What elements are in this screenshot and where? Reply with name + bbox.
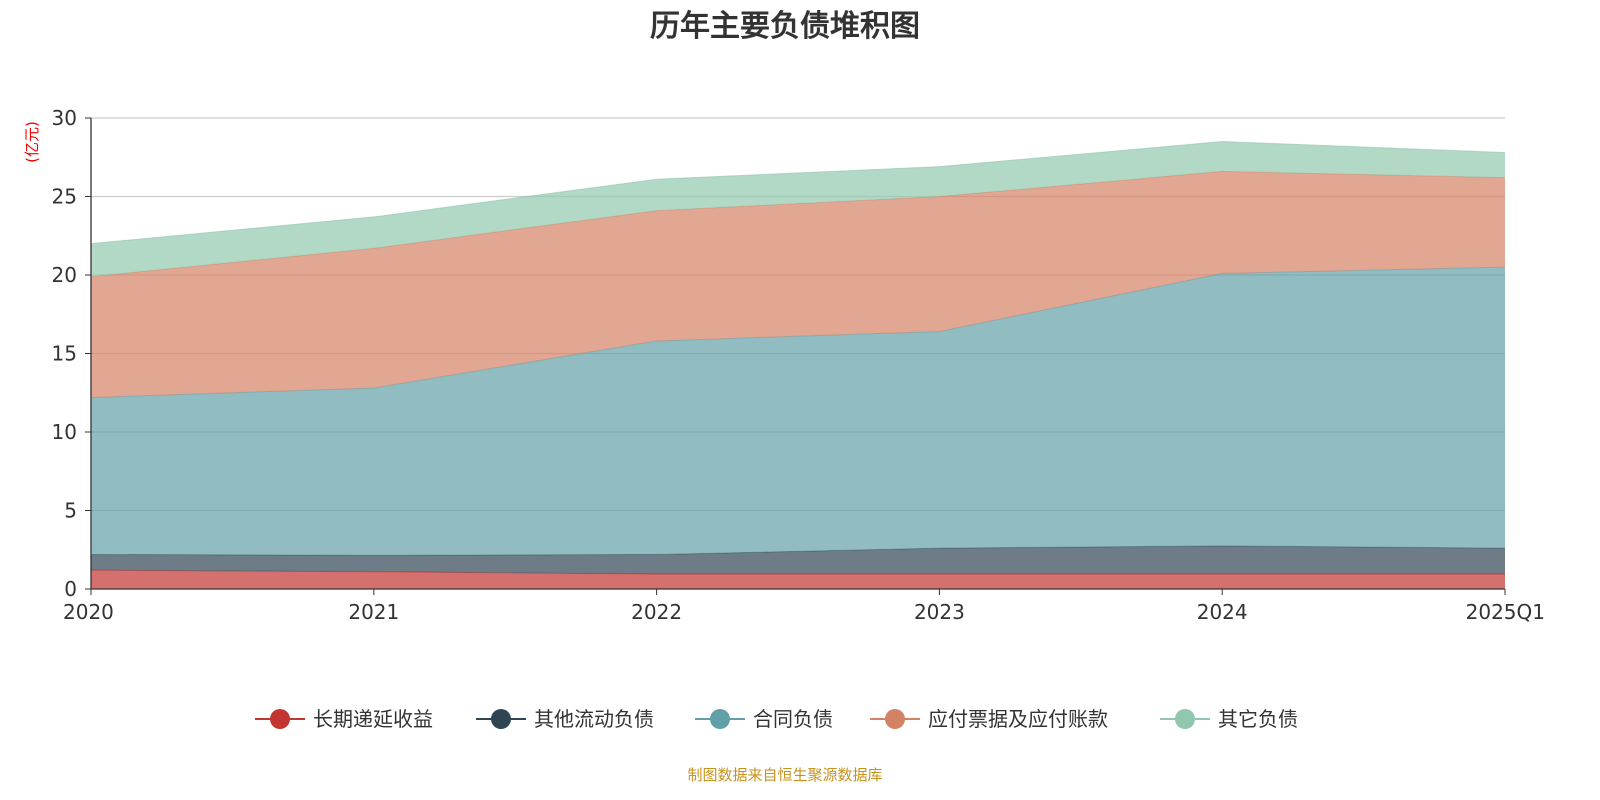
area-series-2 [91,267,1505,556]
legend-marker-icon [885,709,905,729]
x-tick-label: 2022 [631,600,682,624]
legend-marker-icon [491,709,511,729]
y-tick-label: 25 [52,185,77,209]
y-tick-label: 15 [52,342,77,366]
x-tick-label: 2020 [63,600,114,624]
legend-marker-icon [1175,709,1195,729]
legend-label: 其它负债 [1218,707,1298,731]
x-tick-label: 2021 [348,600,399,624]
area-series-0 [91,570,1505,589]
legend-item-3[interactable]: 应付票据及应付账款 [870,707,1108,731]
y-tick-label: 0 [64,577,77,601]
area-series-3 [91,171,1505,398]
y-tick-label: 30 [52,106,77,130]
x-tick-label: 2025Q1 [1466,600,1545,624]
legend-marker-icon [710,709,730,729]
legend-label: 长期递延收益 [313,707,433,731]
legend-item-2[interactable]: 合同负债 [695,707,833,731]
series-line-4 [90,141,1506,245]
area-series-1 [91,545,1505,575]
legend-label: 合同负债 [753,707,833,731]
x-tick-label: 2024 [1197,600,1248,624]
y-tick-label: 5 [64,499,77,523]
legend-marker-icon [270,709,290,729]
y-axis-unit: (亿元) [23,121,41,163]
legend-item-0[interactable]: 长期递延收益 [255,707,433,731]
legend-item-4[interactable]: 其它负债 [1160,707,1298,731]
data-source-note: 制图数据来自恒生聚源数据库 [687,766,882,784]
area-series-4 [91,141,1505,277]
chart-title: 历年主要负债堆积图 [650,9,920,44]
legend-label: 应付票据及应付账款 [928,707,1108,731]
legend-label: 其他流动负债 [534,707,654,731]
x-tick-label: 2023 [914,600,965,624]
legend-item-1[interactable]: 其他流动负债 [476,707,654,731]
y-tick-label: 20 [52,263,77,287]
y-tick-label: 10 [52,420,77,444]
